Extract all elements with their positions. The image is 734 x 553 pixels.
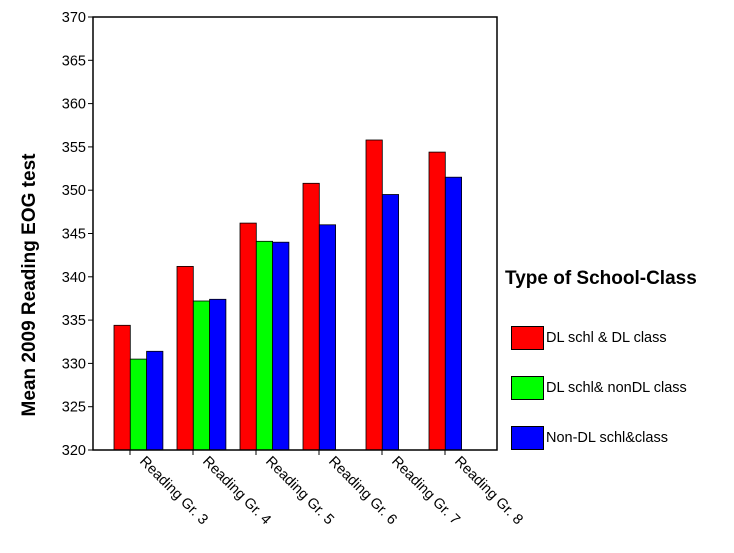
y-tick-label: 330 <box>62 356 86 372</box>
y-tick-label: 355 <box>62 140 86 156</box>
bar <box>255 240 273 451</box>
y-tick-label: 370 <box>62 10 86 26</box>
legend-label: DL schl & DL class <box>546 330 667 346</box>
bar <box>209 298 227 451</box>
y-tick-label: 335 <box>62 313 86 329</box>
legend-label: Non-DL schl&class <box>546 430 668 446</box>
y-tick-label: 320 <box>62 443 86 459</box>
y-tick-label: 350 <box>62 183 86 199</box>
y-tick-label: 365 <box>62 53 86 69</box>
legend-swatch-blue <box>511 426 544 450</box>
bar <box>381 194 399 451</box>
y-tick-label: 340 <box>62 270 86 286</box>
y-axis-title-container: Mean 2009 Reading EOG test <box>0 0 60 553</box>
bar <box>113 324 131 451</box>
bar <box>302 182 320 451</box>
y-axis-ticks: 320 325 330 335 340 345 350 355 360 365 370 <box>62 10 93 459</box>
bar <box>129 358 148 451</box>
plot-frame <box>92 16 498 451</box>
legend-title: Type of School-Class <box>505 268 697 289</box>
y-tick-label: 345 <box>62 227 86 243</box>
bar <box>239 222 257 451</box>
legend-item-dl-schl-nondl-class: DL schl& nonDL class <box>511 376 687 400</box>
legend-swatch-green <box>511 376 544 400</box>
legend-label: DL schl& nonDL class <box>546 380 687 396</box>
bar <box>444 176 462 451</box>
bar <box>176 265 194 451</box>
bars <box>113 139 462 451</box>
bar <box>192 300 211 451</box>
bar <box>272 241 290 451</box>
legend-swatch-red <box>511 326 544 350</box>
y-tick-label: 325 <box>62 400 86 416</box>
bar <box>365 139 383 451</box>
legend-item-dl-schl-dl-class: DL schl & DL class <box>511 326 667 350</box>
legend-item-non-dl-schl-class: Non-DL schl&class <box>511 426 668 450</box>
y-tick-label: 360 <box>62 97 86 113</box>
bar <box>318 224 336 451</box>
legend: Type of School-Class DL schl & DL class … <box>505 268 734 450</box>
y-axis-title: Mean 2009 Reading EOG test <box>19 153 40 417</box>
bar <box>428 151 446 451</box>
bar <box>146 350 164 451</box>
